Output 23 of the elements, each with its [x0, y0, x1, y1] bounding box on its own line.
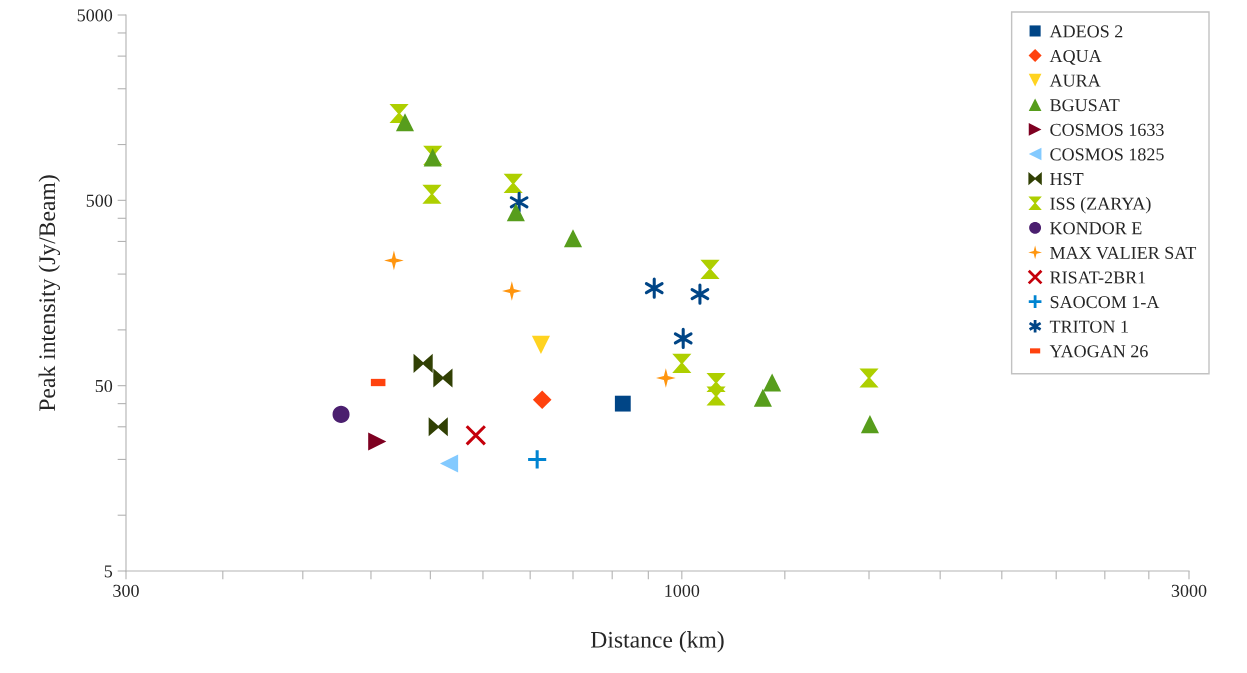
- x-axis-title: Distance (km): [590, 631, 724, 653]
- y-tick-label: 500: [86, 194, 113, 207]
- legend-label: ISS (ZARYA): [1050, 197, 1151, 214]
- x-tick-label: 1000: [665, 584, 700, 597]
- x-tick-label: 300: [113, 584, 139, 597]
- legend-label: TRITON 1: [1049, 320, 1128, 333]
- legend-label: COSMOS 1825: [1050, 148, 1164, 161]
- legend-label: BGUSAT: [1050, 99, 1120, 112]
- legend-label: HST: [1050, 172, 1084, 186]
- y-tick-label: 5: [104, 565, 113, 578]
- legend-label: COSMOS 1633: [1050, 123, 1164, 136]
- legend-label: MAX VALIER SAT: [1050, 246, 1197, 260]
- legend-label: YAOGAN 26: [1049, 345, 1148, 358]
- legend-label: RISAT-2BR1: [1050, 271, 1146, 284]
- legend-label: KONDOR E: [1050, 222, 1142, 235]
- x-tick-label: 3000: [1171, 584, 1207, 597]
- y-tick-label: 50: [95, 379, 113, 393]
- legend-label: AQUA: [1049, 49, 1102, 65]
- y-axis-title: Peak intensity (Jy/Beam): [38, 175, 61, 412]
- y-tick-label: 5000: [77, 9, 113, 22]
- legend-label: AURA: [1049, 74, 1101, 87]
- legend-label: SAOCOM 1-A: [1050, 296, 1160, 309]
- legend-label: ADEOS 2: [1049, 25, 1123, 38]
